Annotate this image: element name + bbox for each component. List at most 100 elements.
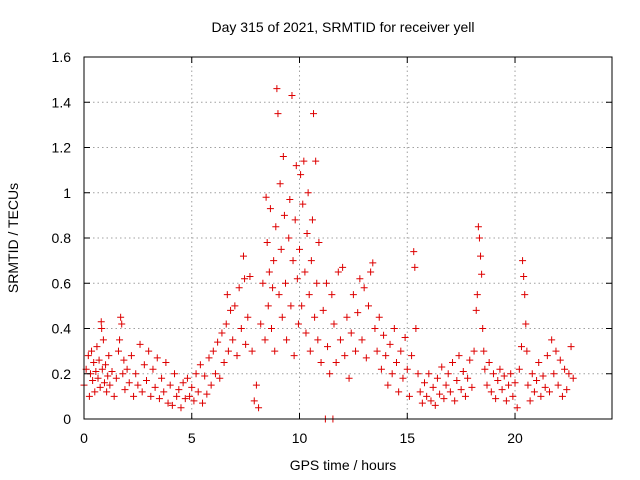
data-point <box>401 334 409 342</box>
data-point <box>455 352 463 360</box>
data-point <box>147 392 155 400</box>
data-point <box>457 386 465 394</box>
data-point <box>535 358 543 366</box>
data-point <box>403 365 411 373</box>
data-point <box>451 397 459 405</box>
data-point <box>311 313 319 321</box>
data-point <box>533 377 541 385</box>
data-point <box>289 257 297 265</box>
data-point <box>466 356 474 364</box>
data-point <box>429 383 437 391</box>
data-point <box>356 275 364 283</box>
data-point <box>287 302 295 310</box>
x-tick-label: 0 <box>80 430 88 446</box>
data-point <box>523 347 531 355</box>
data-point <box>377 365 385 373</box>
data-point <box>175 386 183 394</box>
x-tick-label: 5 <box>188 430 196 446</box>
data-point <box>319 306 327 314</box>
data-point <box>164 399 172 407</box>
data-point <box>343 313 351 321</box>
data-point <box>142 377 150 385</box>
data-point <box>179 379 187 387</box>
data-point <box>399 374 407 382</box>
data-point <box>158 374 166 382</box>
chart-title: Day 315 of 2021, SRMTID for receiver yel… <box>212 19 475 35</box>
data-point <box>414 370 422 378</box>
data-point <box>442 381 450 389</box>
data-point <box>134 381 142 389</box>
data-point <box>324 343 332 351</box>
data-point <box>360 284 368 292</box>
data-point <box>280 211 288 219</box>
data-point <box>567 343 575 351</box>
data-point <box>95 356 103 364</box>
data-point <box>480 347 488 355</box>
data-point <box>91 388 99 396</box>
data-point <box>505 381 513 389</box>
data-point <box>271 347 279 355</box>
data-point <box>487 388 495 396</box>
data-point <box>306 347 314 355</box>
data-point <box>173 392 181 400</box>
data-point <box>552 347 560 355</box>
data-point <box>425 370 433 378</box>
data-point <box>237 325 245 332</box>
data-point <box>423 392 431 400</box>
data-point <box>526 397 534 405</box>
data-points <box>80 85 577 423</box>
data-point <box>307 257 315 265</box>
data-point <box>216 374 224 382</box>
data-point <box>464 374 472 382</box>
data-point <box>84 352 92 360</box>
data-point <box>475 234 483 242</box>
data-point <box>214 338 222 346</box>
x-tick-label: 20 <box>507 430 523 446</box>
data-point <box>278 313 286 321</box>
data-point <box>408 352 416 360</box>
data-point <box>492 395 500 403</box>
data-point <box>339 263 347 271</box>
data-point <box>345 374 353 382</box>
data-point <box>449 358 457 366</box>
data-point <box>305 291 313 299</box>
data-point <box>322 279 330 287</box>
data-point <box>517 343 525 351</box>
data-point <box>273 85 281 93</box>
data-point <box>263 239 271 247</box>
data-point <box>330 320 338 328</box>
data-point <box>565 370 573 378</box>
data-point <box>229 336 237 344</box>
data-point <box>285 234 293 242</box>
data-point <box>498 386 506 394</box>
data-point <box>283 336 291 344</box>
data-point <box>301 268 309 276</box>
data-point <box>440 395 448 403</box>
data-point <box>515 365 523 373</box>
data-point <box>349 291 357 299</box>
y-tick-label: 0.4 <box>52 321 72 337</box>
data-point <box>563 386 571 394</box>
data-point <box>483 381 491 389</box>
data-point <box>300 157 308 165</box>
data-point <box>267 325 275 332</box>
data-point <box>511 379 519 387</box>
data-point <box>242 340 250 348</box>
data-point <box>290 352 298 360</box>
data-point <box>125 379 133 387</box>
data-point <box>201 372 209 380</box>
data-point <box>291 216 299 224</box>
data-point <box>473 291 481 299</box>
data-point <box>485 358 493 366</box>
data-point <box>123 365 131 373</box>
data-point <box>127 352 135 360</box>
data-point <box>421 379 429 387</box>
data-point <box>354 309 362 317</box>
data-point <box>411 263 419 271</box>
data-point <box>286 196 294 204</box>
data-point <box>93 343 101 351</box>
data-point <box>293 275 301 283</box>
data-point <box>132 370 140 378</box>
data-point <box>299 200 307 208</box>
data-point <box>358 336 366 344</box>
